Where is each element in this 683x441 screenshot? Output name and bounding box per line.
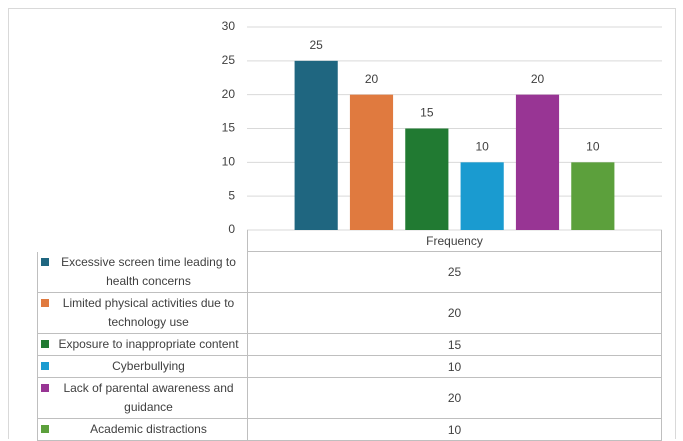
table-value: 10: [247, 419, 662, 441]
y-tick-label: 10: [222, 155, 236, 169]
legend-label: Limited physical activities due to techn…: [62, 296, 235, 329]
y-tick-label: 5: [228, 188, 235, 202]
y-tick-label: 25: [222, 53, 236, 67]
table-header: Frequency: [37, 230, 662, 252]
data-label: 15: [420, 106, 434, 120]
series-cell: Cyberbullying: [37, 356, 247, 378]
category-label: Frequency: [247, 230, 662, 252]
legend-key: [41, 258, 49, 266]
table-value: 10: [247, 356, 662, 378]
bar: [571, 162, 615, 230]
data-label: 10: [475, 140, 489, 154]
data-label: 10: [586, 140, 600, 154]
header-blank: [37, 230, 247, 252]
y-tick-label: 20: [222, 87, 236, 101]
bar: [515, 94, 560, 231]
legend-label: Excessive screen time leading to health …: [61, 255, 236, 288]
legend-key: [41, 362, 49, 370]
table-value: 20: [247, 293, 662, 334]
data-label: 20: [365, 72, 379, 86]
table-value: 15: [247, 334, 662, 356]
y-tick-label: 0: [228, 222, 235, 236]
table-row: Excessive screen time leading to health …: [37, 252, 662, 293]
table-row: Academic distractions 10: [37, 419, 662, 441]
series-cell: Lack of parental awareness and guidance: [37, 378, 247, 419]
data-label: 25: [309, 38, 323, 52]
bar: [460, 162, 504, 230]
legend-key: [41, 340, 49, 348]
bar: [405, 128, 449, 230]
table-value: 25: [247, 252, 662, 293]
bar: [349, 94, 394, 231]
data-label: 20: [531, 72, 545, 86]
series-cell: Exposure to inappropriate content: [37, 334, 247, 356]
chart-border: [8, 8, 676, 439]
table-value: 20: [247, 378, 662, 419]
y-tick-label: 15: [222, 121, 236, 135]
legend-label: Exposure to inappropriate content: [58, 337, 239, 351]
legend-label: Cyberbullying: [112, 359, 185, 373]
legend-label: Lack of parental awareness and guidance: [63, 381, 234, 414]
data-table: Frequency Excessive screen time leading …: [37, 230, 662, 441]
legend-label: Academic distractions: [90, 422, 207, 436]
table-row: Cyberbullying 10: [37, 356, 662, 378]
table-row: Lack of parental awareness and guidance 2…: [37, 378, 662, 419]
table-row: Exposure to inappropriate content 15: [37, 334, 662, 356]
legend-key: [41, 299, 49, 307]
legend-key: [41, 425, 49, 433]
legend-key: [41, 384, 49, 392]
series-cell: Academic distractions: [37, 419, 247, 441]
bar: [294, 60, 338, 231]
table-row: Limited physical activities due to techn…: [37, 293, 662, 334]
y-tick-label: 30: [222, 19, 236, 33]
series-cell: Excessive screen time leading to health …: [37, 252, 247, 293]
series-cell: Limited physical activities due to techn…: [37, 293, 247, 334]
